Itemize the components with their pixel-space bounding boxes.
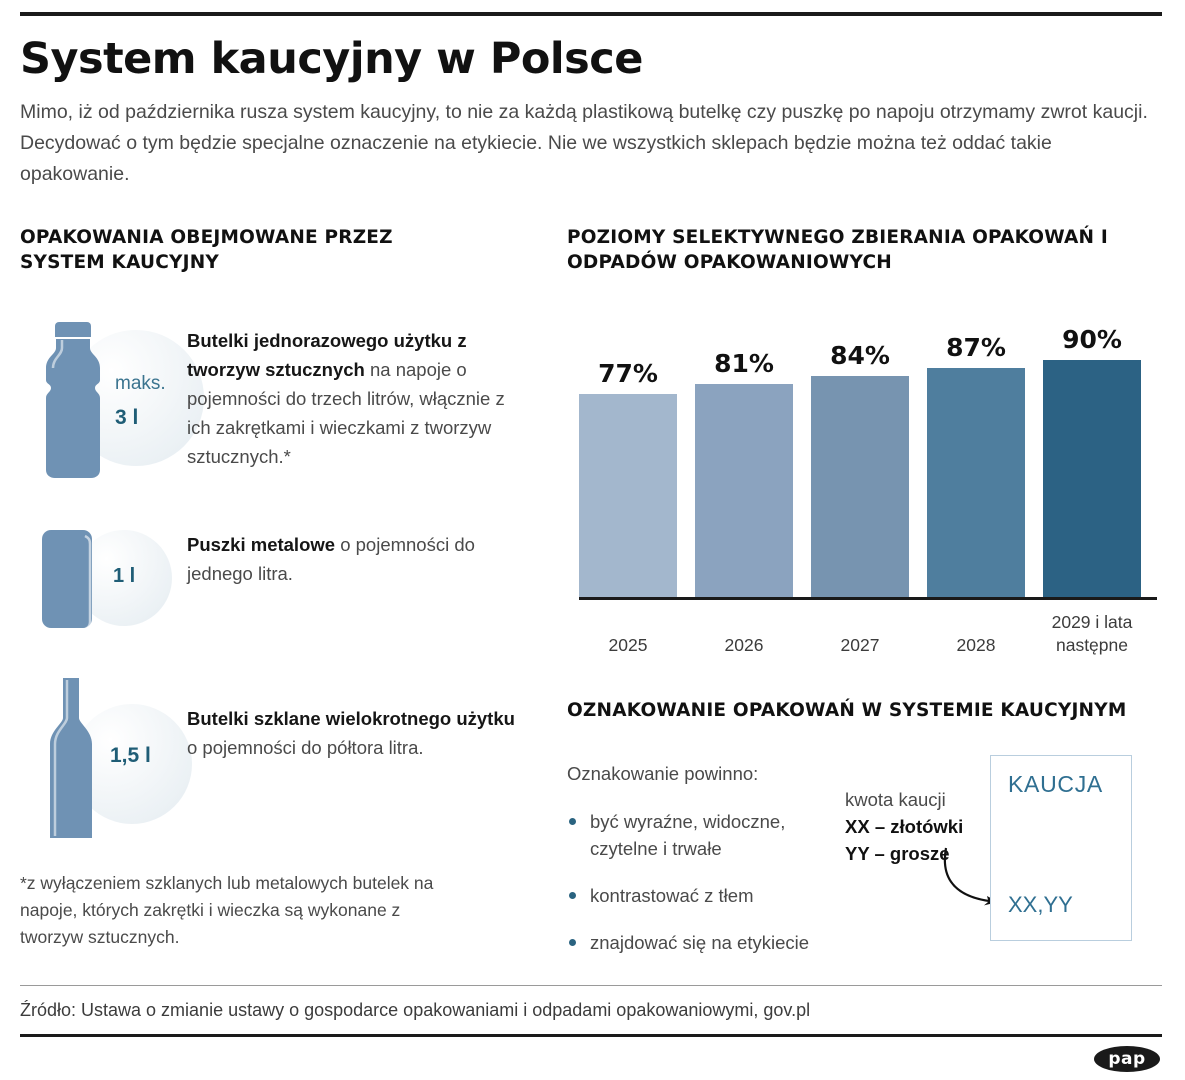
bar	[695, 384, 793, 597]
deposit-label-box	[990, 755, 1132, 941]
deposit-box-title: KAUCJA	[1008, 771, 1103, 797]
deposit-grosze-label: YY – grosze	[845, 843, 950, 864]
marking-bullet-item: znajdować się na etykiecie	[567, 929, 857, 956]
bar-column: 81% 2026	[695, 347, 793, 655]
deposit-box-value: XX,YY	[1008, 892, 1073, 917]
packaging-item-rest-2: o pojemności do jednego litra.	[187, 534, 475, 584]
pap-logo: pap	[1094, 1046, 1160, 1072]
bar	[927, 368, 1025, 597]
packaging-item-metal-can: 1 l Puszki metalowe o pojemności do jedn…	[20, 528, 540, 638]
deposit-amount-legend: kwota kaucji XX – złotówki YY – grosze	[845, 786, 1025, 867]
plastic-bottle-icon-wrap: maks. 3 l	[20, 318, 204, 488]
capacity-prefix: maks.	[115, 373, 166, 394]
bar	[1043, 360, 1141, 597]
packaging-item-text-1: Butelki jednorazowego użytku z tworzyw s…	[187, 326, 527, 471]
bar-column: 84% 2027	[811, 341, 909, 655]
top-rule	[20, 12, 1162, 16]
packaging-item-text-3: Butelki szklane wielokrotnego użytku o p…	[187, 704, 527, 762]
chart-section-heading: POZIOMY SELEKTYWNEGO ZBIERANIA OPAKOWAŃ …	[567, 227, 1108, 273]
bullet-dot-icon	[569, 818, 576, 825]
bar-value-label: 77%	[598, 359, 658, 388]
bar	[811, 376, 909, 597]
intro-paragraph: Mimo, iż od października rusza system ka…	[20, 101, 1148, 185]
packaging-item-bold-2: Puszki metalowe	[187, 534, 336, 555]
packaging-item-glass-bottle: 1,5 l Butelki szklane wielokrotnego użyt…	[20, 676, 540, 856]
bar-value-label: 90%	[1062, 325, 1122, 354]
capacity-value: 3 l	[115, 406, 139, 429]
source-note: Źródło: Ustawa o zmianie ustawy o gospod…	[20, 1000, 811, 1020]
chart-baseline-axis	[579, 597, 1157, 600]
marking-bullet-text: być wyraźne, widoczne, czytelne i trwałe	[590, 811, 786, 859]
bar-value-label: 87%	[946, 333, 1006, 362]
marking-bullet-item: kontrastować z tłem	[567, 882, 857, 909]
bullet-dot-icon	[569, 939, 576, 946]
bar-category-label: 2027	[840, 635, 880, 655]
bar-category-label: 2025	[608, 635, 648, 655]
bar-value-label: 81%	[714, 349, 774, 378]
footer-thin-rule	[20, 985, 1162, 986]
bar-chart-bars: 77% 2025 81% 2026 84% 2027 87% 2028 90% 2029 i la…	[579, 325, 1157, 655]
bottom-rule	[20, 1034, 1162, 1037]
marking-bullet-text: znajdować się na etykiecie	[590, 932, 810, 953]
bar	[579, 394, 677, 597]
deposit-amount-label: kwota kaucji	[845, 789, 946, 810]
metal-can-icon-wrap: 1 l	[20, 528, 180, 631]
packaging-item-rest-3: o pojemności do półtora litra.	[187, 737, 424, 758]
metal-can-icon	[42, 530, 92, 631]
glass-bottle-icon-wrap: 1,5 l	[20, 676, 192, 846]
bar-column: 77% 2025	[579, 347, 677, 655]
packaging-item-text-2: Puszki metalowe o pojemności do jednego …	[187, 530, 527, 588]
packaging-section-heading: OPAKOWANIA OBEJMOWANE PRZEZ SYSTEM KAUCY…	[20, 227, 393, 273]
glass-bottle-icon	[50, 678, 92, 838]
marking-bullet-text: kontrastować z tłem	[590, 885, 754, 906]
capacity-value: 1,5 l	[110, 744, 151, 767]
marking-intro: Oznakowanie powinno:	[567, 763, 759, 784]
packaging-item-bold-3: Butelki szklane wielokrotnego użytku	[187, 708, 515, 729]
bar-category-label: 2029 i lata następne	[1051, 612, 1133, 655]
bar-category-label: 2028	[956, 635, 996, 655]
marking-section-heading: OZNAKOWANIE OPAKOWAŃ W SYSTEMIE KAUCYJNY…	[567, 700, 1127, 721]
capacity-value: 1 l	[113, 565, 136, 587]
bar-category-label: 2026	[724, 635, 764, 655]
marking-bullet-item: być wyraźne, widoczne, czytelne i trwałe	[567, 808, 857, 862]
bar-chart: 77% 2025 81% 2026 84% 2027 87% 2028 90% 2029 i la…	[567, 300, 1162, 660]
packaging-item-plastic-bottle: maks. 3 l Butelki jednorazowego użytku z…	[20, 318, 540, 498]
bar-column: 90% 2029 i lata następne	[1043, 325, 1141, 655]
packaging-item-bold-1: Butelki jednorazowego użytku z tworzyw s…	[187, 330, 467, 380]
packaging-item-rest-1: na napoje o pojemności do trzech litrów,…	[187, 359, 505, 467]
bullet-dot-icon	[569, 892, 576, 899]
bar-column: 87% 2028	[927, 333, 1025, 655]
marking-bullet-list: być wyraźne, widoczne, czytelne i trwałe…	[567, 808, 857, 976]
plastic-bottle-icon	[46, 322, 100, 478]
bar-value-label: 84%	[830, 341, 890, 370]
deposit-zloty-label: XX – złotówki	[845, 816, 964, 837]
page-title: System kaucyjny w Polsce	[20, 34, 643, 84]
packaging-footnote: *z wyłączeniem szklanych lub metalowych …	[20, 873, 434, 947]
